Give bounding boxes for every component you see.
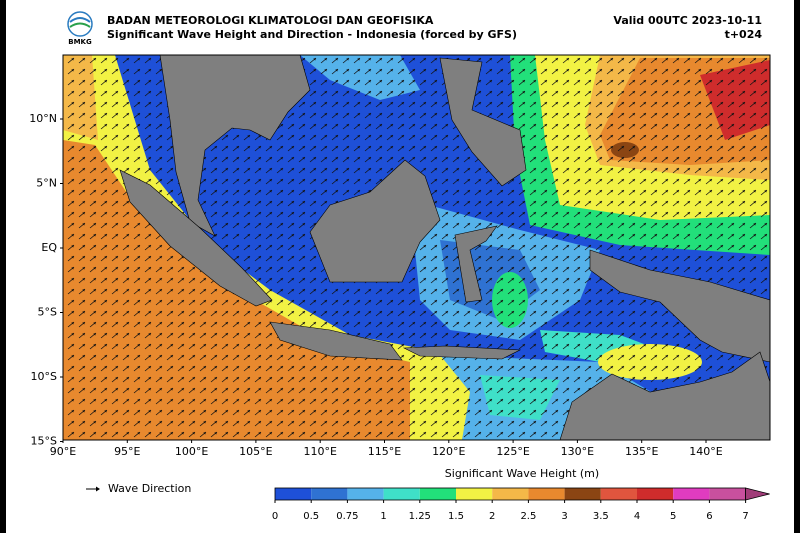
lon-label: 135°E: [625, 445, 658, 458]
colorbar-segment: [600, 488, 637, 500]
colorbar-segment: [419, 488, 456, 500]
colorbar-tick-label: 0.75: [336, 511, 358, 522]
colorbar-tick-label: 3: [561, 511, 567, 522]
colorbar-segment: [637, 488, 674, 500]
land: [589, 249, 770, 363]
side-bar: [0, 0, 6, 533]
lon-label: 95°E: [114, 445, 140, 458]
side-bar: [794, 0, 800, 533]
land: [159, 55, 311, 237]
lon-label: 125°E: [496, 445, 529, 458]
colorbar-segment: [709, 488, 746, 500]
colorbar-segment: [347, 488, 384, 500]
colorbar-extension: [745, 487, 770, 501]
legend-label: Wave Direction: [108, 482, 191, 495]
colorbar-segment: [456, 488, 493, 500]
land: [439, 57, 527, 187]
lon-label: 110°E: [303, 445, 336, 458]
lon-label: 100°E: [175, 445, 208, 458]
lat-label: 15°S: [31, 435, 57, 448]
lat-label: 10°S: [31, 370, 57, 383]
lon-label: 90°E: [50, 445, 76, 458]
colorbar-segment: [275, 488, 312, 500]
colorbar-tick-label: 2: [489, 511, 495, 522]
lat-label: 5°N: [36, 177, 57, 190]
lat-label: EQ: [41, 241, 57, 254]
colorbar-segment: [311, 488, 348, 500]
land: [559, 351, 770, 440]
lon-label: 130°E: [561, 445, 594, 458]
wave-map: [63, 55, 770, 440]
colorbar-tick-label: 1.25: [409, 511, 431, 522]
lon-label: 105°E: [239, 445, 272, 458]
colorbar-tick-label: 1.5: [448, 511, 464, 522]
colorbar-segment: [528, 488, 565, 500]
valid-time: Valid 00UTC 2023-10-11: [613, 14, 762, 27]
lead-time: t+024: [725, 28, 763, 41]
lon-label: 120°E: [432, 445, 465, 458]
colorbar-segment: [564, 488, 601, 500]
colorbar-tick-label: 3.5: [593, 511, 609, 522]
colorbar-tick-label: 0.5: [303, 511, 319, 522]
colorbar-tick-label: 2.5: [520, 511, 536, 522]
colorbar-segment: [492, 488, 529, 500]
land: [454, 225, 498, 303]
colorbar-tick-label: 4: [634, 511, 640, 522]
colorbar-segment: [383, 488, 420, 500]
land: [119, 169, 273, 307]
colorbar-frame: [274, 487, 747, 501]
colorbar-tick-label: 1: [380, 511, 386, 522]
colorbar-tick-label: 7: [742, 511, 748, 522]
logo: BMKG: [67, 11, 93, 46]
land: [309, 159, 441, 283]
lon-label: 140°E: [689, 445, 722, 458]
land: [402, 345, 522, 360]
colorbar-tick-label: 5: [670, 511, 676, 522]
colorbar-tick-label: 6: [706, 511, 712, 522]
lat-label: 10°N: [29, 112, 57, 125]
colorbar-tick-label: 0: [272, 511, 278, 522]
agency-name: BADAN METEOROLOGI KLIMATOLOGI DAN GEOFIS…: [107, 14, 434, 27]
lat-label: 5°S: [38, 306, 57, 319]
colorbar-title: Significant Wave Height (m): [445, 467, 599, 480]
lon-label: 115°E: [368, 445, 401, 458]
colorbar-segment: [673, 488, 710, 500]
direction-legend: Wave Direction: [86, 482, 191, 495]
land: [269, 321, 403, 361]
map-title: Significant Wave Height and Direction - …: [107, 28, 517, 41]
logo-text: BMKG: [68, 38, 92, 46]
